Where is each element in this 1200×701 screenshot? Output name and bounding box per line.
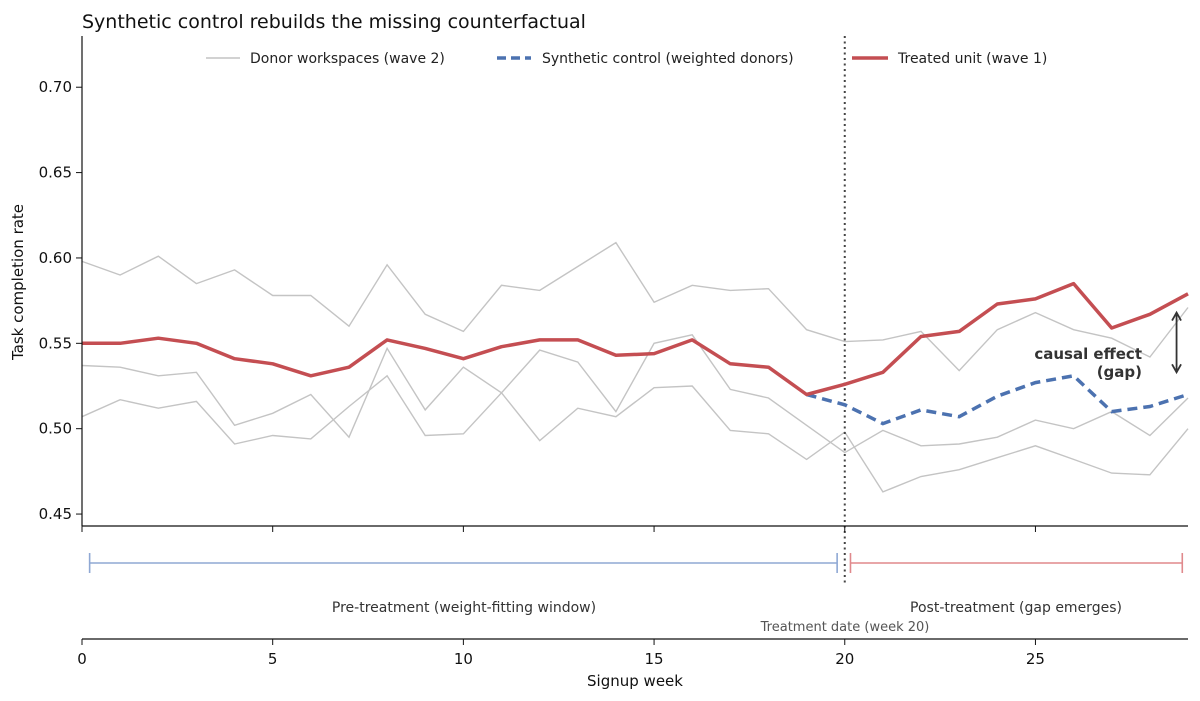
legend-treated-label: Treated unit (wave 1) xyxy=(897,51,1047,67)
treated-unit-line xyxy=(82,281,1189,397)
legend: Donor workspaces (wave 2) Synthetic cont… xyxy=(206,51,1047,67)
main-axes: 0.45 0.50 0.55 0.60 0.65 0.70 xyxy=(39,36,1188,532)
x-tick-label: 10 xyxy=(454,650,473,668)
y-tick-label: 0.55 xyxy=(39,334,72,352)
legend-synthetic-label: Synthetic control (weighted donors) xyxy=(542,51,794,67)
synthetic-control-line xyxy=(806,373,1189,426)
post-period-label: Post-treatment (gap emerges) xyxy=(910,600,1122,616)
gap-arrow-head-bottom xyxy=(1171,363,1182,375)
causal-effect-label-line1: causal effect xyxy=(1034,345,1142,363)
donor-line-1 xyxy=(81,241,1189,372)
main-plot-area xyxy=(81,36,1189,586)
chart-title: Synthetic control rebuilds the missing c… xyxy=(82,11,586,33)
y-axis-label: Task completion rate xyxy=(9,204,27,361)
x-axis-label: Signup week xyxy=(587,672,683,690)
y-tick-label: 0.65 xyxy=(39,164,72,182)
x-tick-label: 25 xyxy=(1026,650,1045,668)
y-tick-label: 0.60 xyxy=(39,249,72,267)
gap-arrow-head-top xyxy=(1171,310,1182,322)
y-tick-label: 0.70 xyxy=(39,78,72,96)
period-panel xyxy=(88,553,1184,573)
x-tick-label: 15 xyxy=(645,650,664,668)
period-axes: 0 5 10 15 20 25 xyxy=(77,638,1188,668)
treatment-date-label: Treatment date (week 20) xyxy=(760,620,930,635)
causal-effect-label-line2: (gap) xyxy=(1097,363,1142,381)
donor-line-2 xyxy=(81,334,1189,454)
pre-period-label: Pre-treatment (weight-fitting window) xyxy=(332,600,596,616)
x-tick-label: 0 xyxy=(77,650,87,668)
x-tick-label: 5 xyxy=(268,650,278,668)
donor-line-3 xyxy=(81,374,1189,493)
y-tick-label: 0.50 xyxy=(39,420,72,438)
legend-donor-label: Donor workspaces (wave 2) xyxy=(250,51,445,67)
y-tick-label: 0.45 xyxy=(39,505,72,523)
causal-effect-annotation: causal effect (gap) xyxy=(1034,310,1182,381)
x-tick-label: 20 xyxy=(835,650,854,668)
